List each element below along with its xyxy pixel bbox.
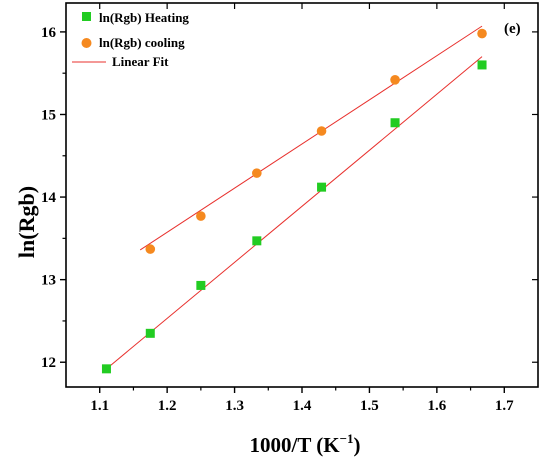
x-tick-label-1: 1.2	[158, 398, 177, 414]
plot-area	[101, 25, 487, 374]
data-point-series0-6	[477, 60, 487, 70]
y-tick-label-2: 14	[41, 190, 57, 206]
x-tick-label-3: 1.4	[293, 398, 312, 414]
x-tick-label-2: 1.3	[225, 398, 244, 414]
x-axis-title-main: 1000/T (K	[250, 433, 341, 457]
data-point-series0-3	[252, 236, 262, 246]
legend-label-cooling: ln(Rgb) cooling	[99, 35, 185, 50]
legend-marker-cooling	[81, 38, 92, 48]
data-point-series0-1	[145, 328, 155, 338]
data-point-series1-4	[390, 75, 400, 85]
panel-label: (e)	[504, 21, 521, 37]
data-point-series1-3	[316, 126, 327, 136]
data-point-series1-1	[196, 211, 206, 221]
legend-marker-heating	[82, 12, 91, 21]
legend-label-linear-fit: Linear Fit	[112, 54, 169, 69]
axes: 1.1 1.2 1.3 1.4 1.5 1.6 1.7 12 13 14 15 16	[41, 2, 539, 414]
y-tick-label-1: 13	[41, 273, 56, 289]
x-axis-title: 1000/T (K−1)	[250, 431, 361, 457]
data-point-series1-0	[145, 244, 156, 254]
data-point-series0-5	[390, 118, 400, 128]
y-axis-title: ln(Rgb)	[14, 186, 39, 258]
x-tick-label-0: 1.1	[90, 398, 109, 414]
data-point-series0-4	[317, 182, 327, 192]
data-point-series1-2	[252, 168, 262, 178]
legend: ln(Rgb) Heating ln(Rgb) cooling Linear F…	[72, 10, 189, 69]
x-tick-label-5: 1.6	[427, 398, 446, 414]
x-tick-label-4: 1.5	[360, 398, 379, 414]
legend-label-heating: ln(Rgb) Heating	[99, 10, 189, 25]
y-tick-label-4: 16	[41, 25, 57, 41]
data-point-series0-0	[101, 364, 111, 374]
fit-line-1	[139, 25, 483, 251]
x-axis-title-suffix: )	[353, 433, 360, 457]
y-tick-label-3: 15	[41, 107, 56, 123]
x-axis-title-superscript: −1	[340, 431, 354, 446]
x-tick-label-6: 1.7	[495, 398, 514, 414]
data-point-series1-5	[477, 28, 487, 39]
y-tick-label-0: 12	[41, 355, 56, 371]
data-point-series0-2	[196, 280, 206, 290]
fit-line-0	[106, 56, 483, 370]
